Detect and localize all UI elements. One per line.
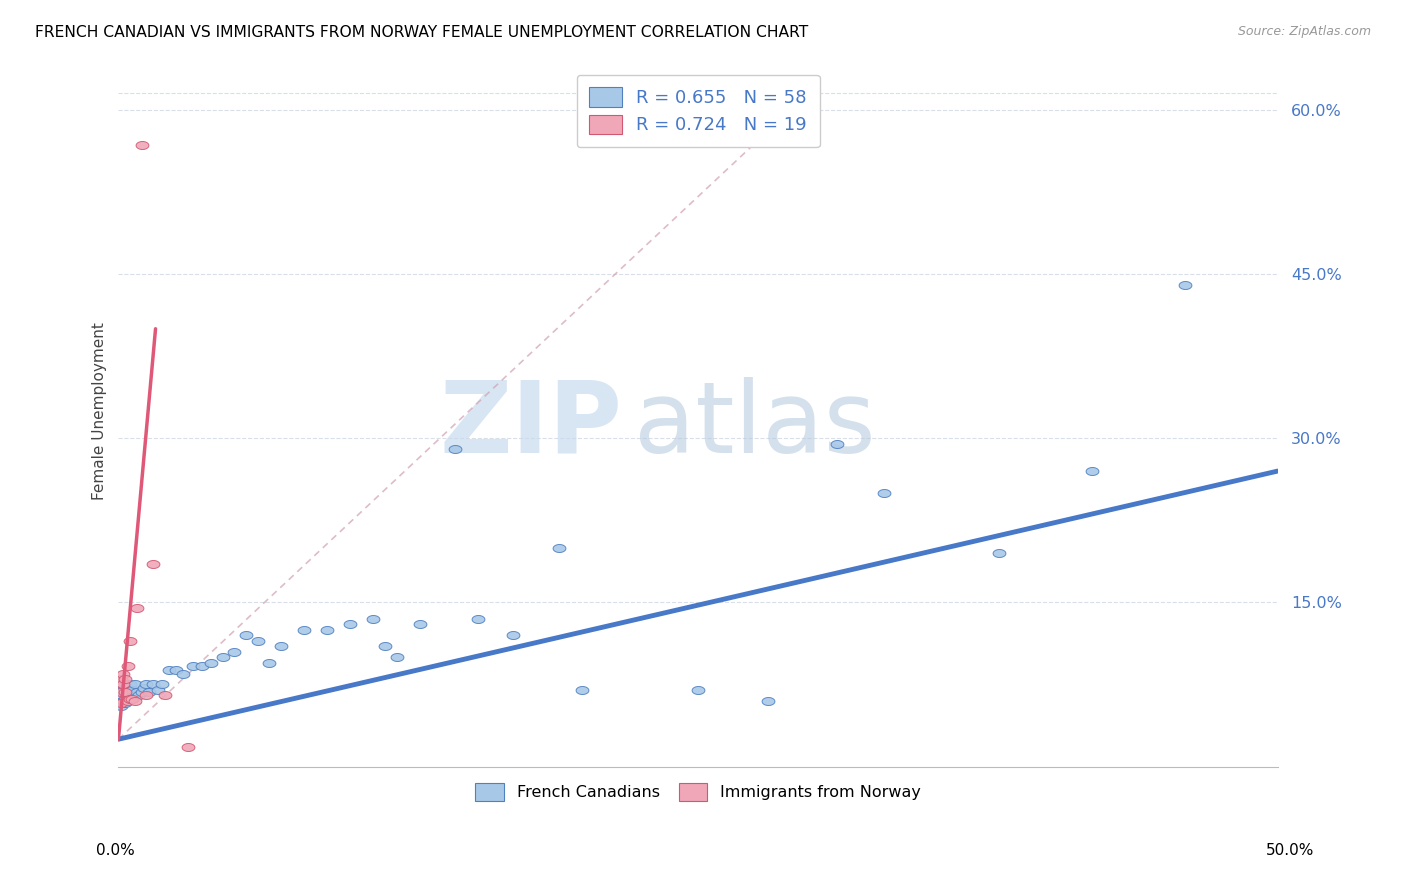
Point — [339, 617, 361, 632]
Point — [131, 685, 153, 699]
Point — [172, 666, 194, 681]
Point — [125, 600, 148, 615]
Text: 50.0%: 50.0% — [1267, 843, 1315, 857]
Point — [117, 691, 139, 706]
Point — [374, 639, 396, 653]
Point — [142, 557, 165, 571]
Point — [118, 633, 141, 648]
Point — [114, 672, 136, 686]
Text: FRENCH CANADIAN VS IMMIGRANTS FROM NORWAY FEMALE UNEMPLOYMENT CORRELATION CHART: FRENCH CANADIAN VS IMMIGRANTS FROM NORWA… — [35, 25, 808, 40]
Point — [224, 645, 246, 659]
Point — [363, 612, 385, 626]
Point — [825, 436, 848, 450]
Point — [117, 685, 139, 699]
Point — [112, 677, 135, 691]
Point — [177, 739, 200, 754]
Point — [1081, 464, 1104, 478]
Point — [117, 658, 139, 673]
Point — [1174, 277, 1197, 292]
Point — [502, 628, 524, 642]
Point — [443, 442, 465, 457]
Point — [316, 623, 339, 637]
Point — [110, 689, 132, 703]
Point — [988, 546, 1011, 560]
Point — [112, 685, 135, 699]
Point — [872, 486, 894, 500]
Text: 0.0%: 0.0% — [96, 843, 135, 857]
Point — [124, 694, 146, 708]
Point — [200, 656, 222, 670]
Point — [138, 685, 160, 699]
Text: Source: ZipAtlas.com: Source: ZipAtlas.com — [1237, 25, 1371, 38]
Point — [114, 691, 136, 706]
Point — [114, 681, 136, 695]
Point — [548, 541, 571, 555]
Point — [153, 689, 176, 703]
Point — [110, 677, 132, 691]
Point — [118, 691, 141, 706]
Point — [114, 696, 136, 710]
Point — [118, 689, 141, 703]
Point — [125, 685, 148, 699]
Point — [117, 694, 139, 708]
Point — [292, 623, 315, 637]
Text: atlas: atlas — [634, 376, 876, 474]
Point — [112, 696, 135, 710]
Point — [112, 694, 135, 708]
Point — [135, 677, 157, 691]
Point — [142, 677, 165, 691]
Point — [409, 617, 432, 632]
Point — [159, 663, 181, 677]
Point — [118, 677, 141, 691]
Point — [152, 677, 174, 691]
Point — [270, 639, 292, 653]
Point — [124, 689, 146, 703]
Point — [131, 137, 153, 152]
Point — [121, 691, 143, 706]
Point — [688, 682, 710, 697]
Point — [191, 658, 214, 673]
Point — [110, 696, 132, 710]
Point — [112, 666, 135, 681]
Point — [135, 689, 157, 703]
Point — [132, 681, 155, 695]
Point — [211, 650, 233, 665]
Point — [124, 677, 146, 691]
Point — [235, 628, 257, 642]
Point — [146, 682, 169, 697]
Point — [112, 682, 135, 697]
Point — [114, 685, 136, 699]
Point — [571, 682, 593, 697]
Point — [385, 650, 408, 665]
Point — [165, 663, 187, 677]
Point — [181, 658, 204, 673]
Point — [121, 691, 143, 706]
Point — [756, 694, 779, 708]
Y-axis label: Female Unemployment: Female Unemployment — [93, 322, 107, 500]
Point — [121, 682, 143, 697]
Point — [246, 633, 269, 648]
Point — [110, 699, 132, 714]
Point — [257, 656, 280, 670]
Point — [128, 689, 150, 703]
Point — [467, 612, 489, 626]
Point — [110, 672, 132, 686]
Text: ZIP: ZIP — [440, 376, 623, 474]
Point — [110, 685, 132, 699]
Legend: French Canadians, Immigrants from Norway: French Canadians, Immigrants from Norway — [464, 772, 932, 812]
